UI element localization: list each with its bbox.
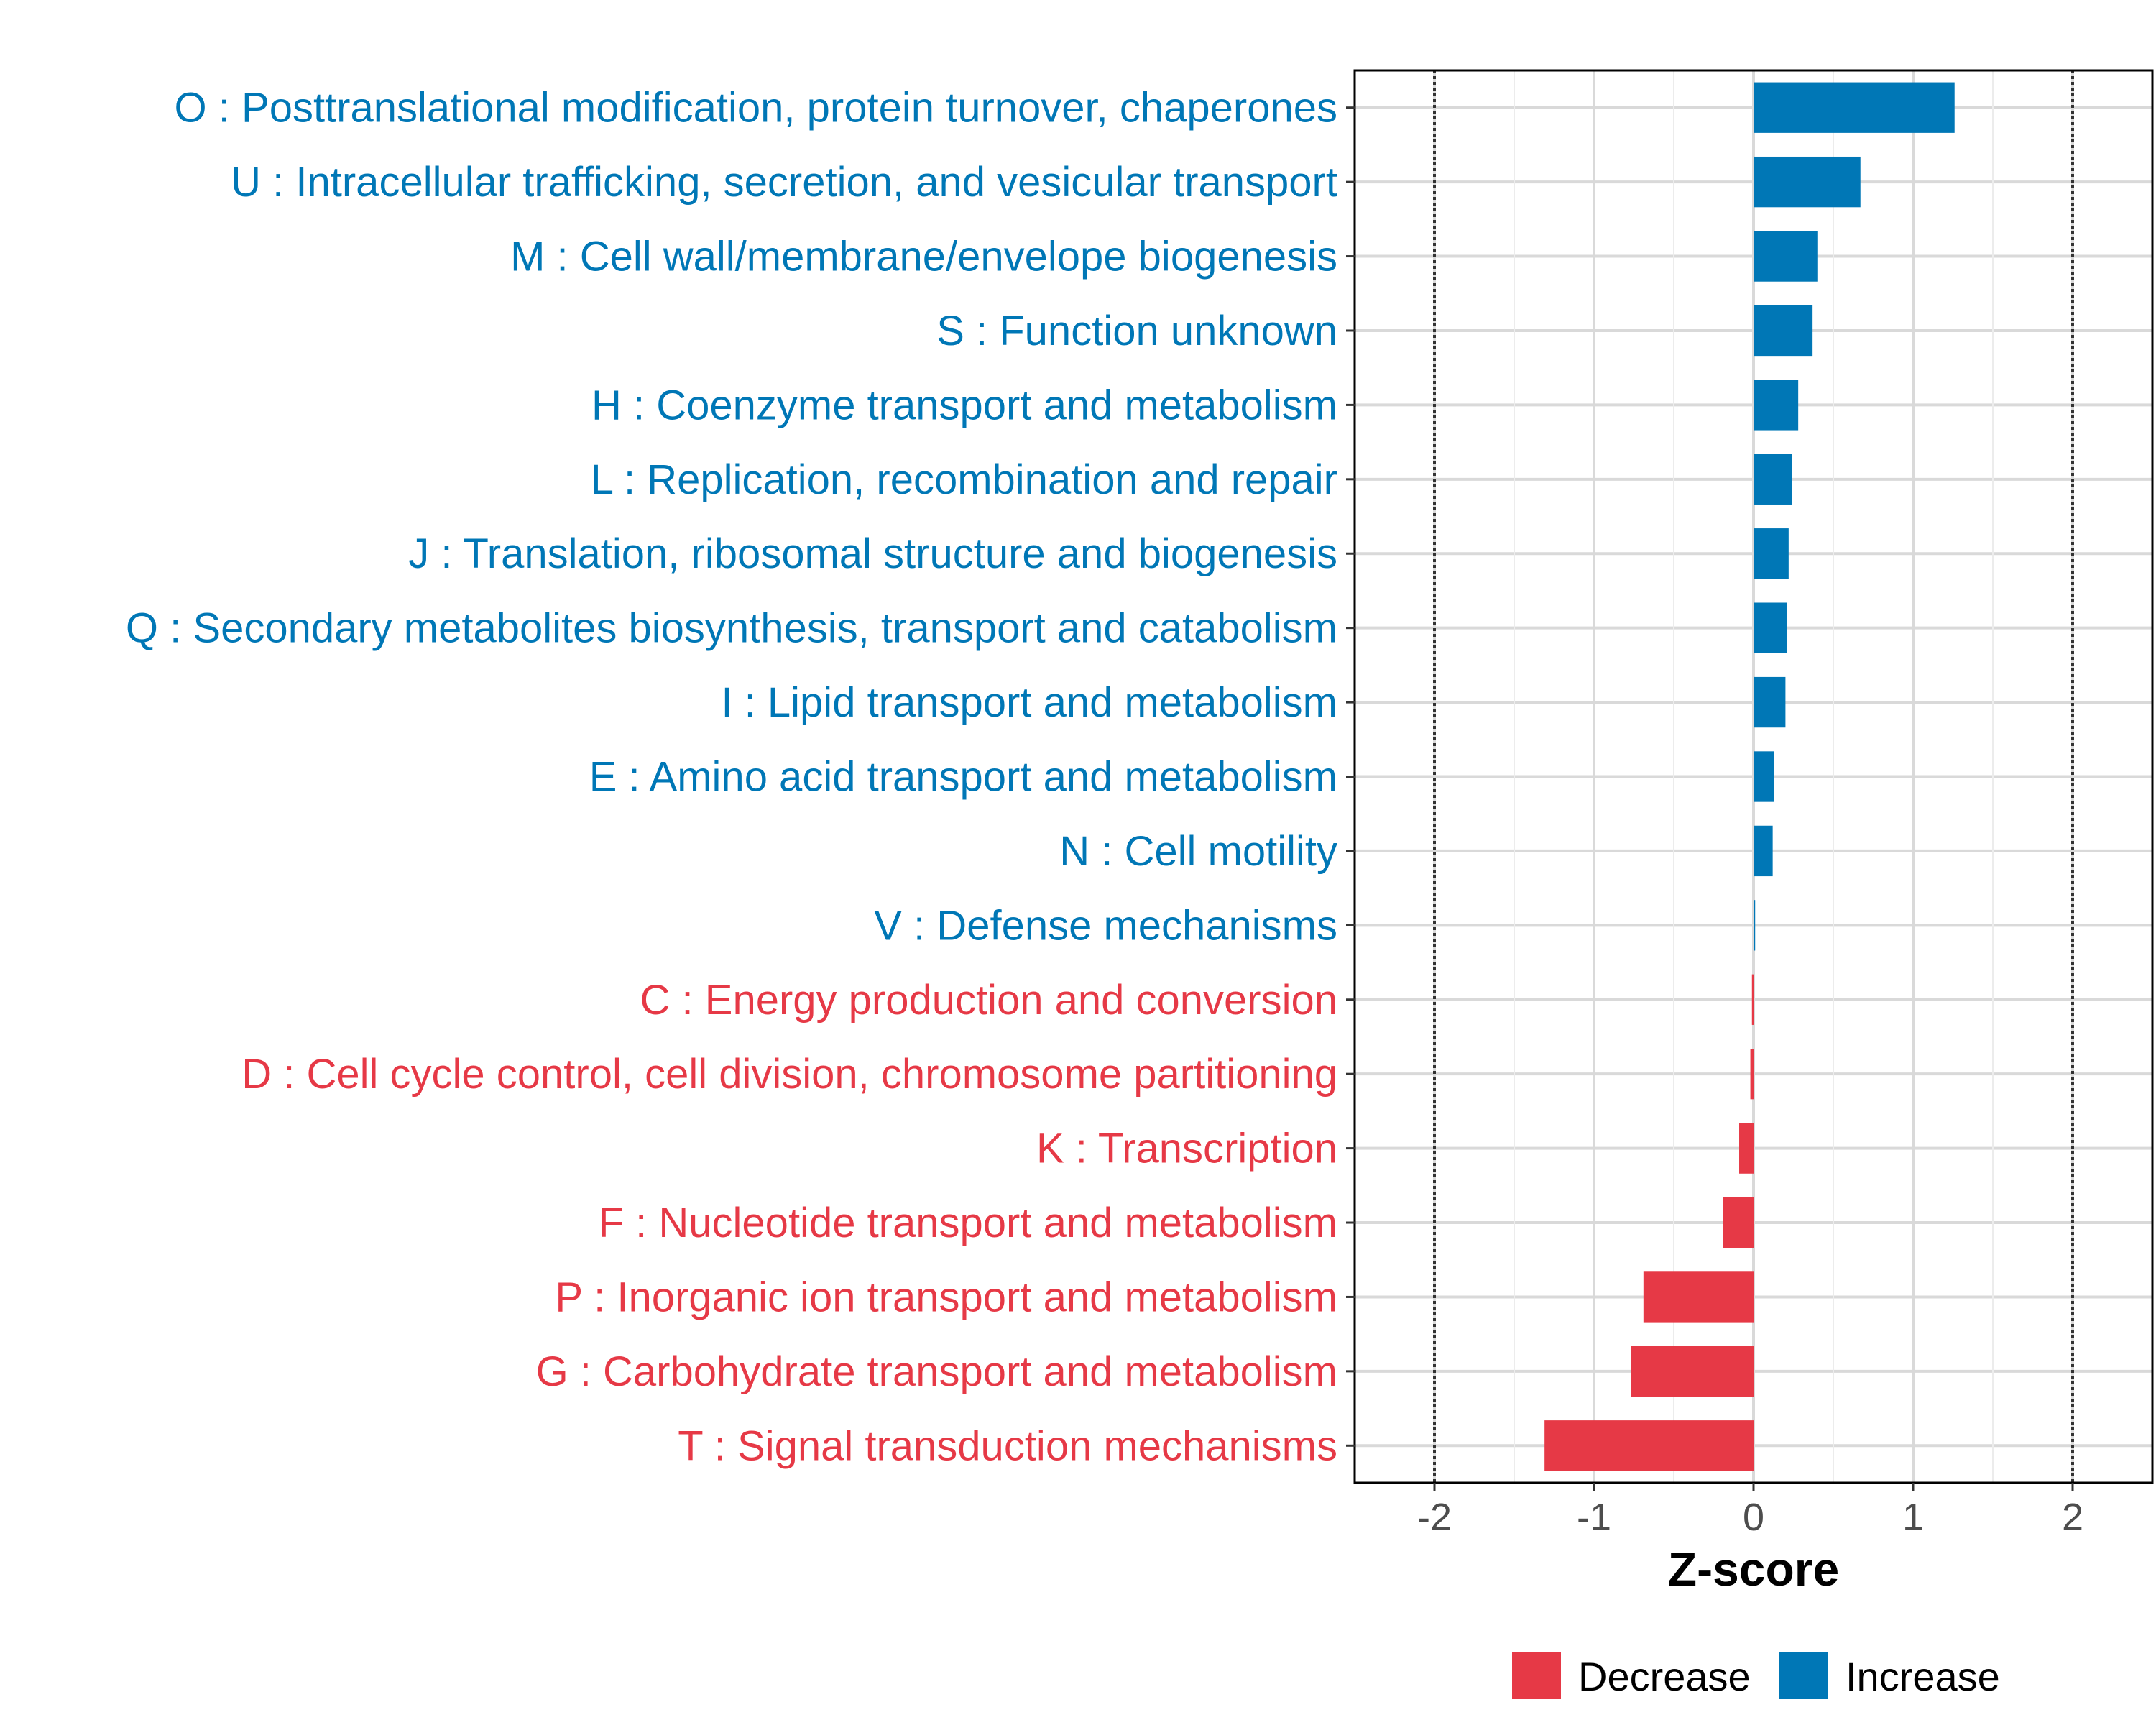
category-label: N : Cell motility [1059,828,1337,875]
category-label: F : Nucleotide transport and metabolism [599,1200,1337,1246]
category-labels: O : Posttranslational modification, prot… [126,85,1337,1470]
legend-swatch-decrease [1512,1652,1561,1699]
category-label: Q : Secondary metabolites biosynthesis, … [126,605,1337,652]
bar [1754,900,1756,951]
bar [1754,156,1861,208]
category-label: I : Lipid transport and metabolism [721,679,1337,726]
legend-label-decrease: Decrease [1578,1654,1751,1699]
bar [1754,825,1773,877]
category-label: V : Defense mechanisms [874,902,1337,949]
category-label: D : Cell cycle control, cell division, c… [241,1051,1337,1098]
category-label: E : Amino acid transport and metabolism [589,754,1337,801]
bar [1643,1271,1754,1322]
category-label: U : Intracellular trafficking, secretion… [231,159,1337,206]
bar [1754,602,1787,653]
category-label: L : Replication, recombination and repai… [591,456,1337,503]
legend-label-increase: Increase [1846,1654,2000,1699]
category-label: T : Signal transduction mechanisms [678,1422,1337,1469]
category-label: H : Coenzyme transport and metabolism [591,382,1337,428]
x-tick-label: 2 [2062,1496,2083,1539]
bar [1754,528,1789,579]
bar [1754,454,1792,505]
bars [1544,82,1955,1471]
legend-swatch-increase [1779,1652,1828,1699]
bar [1754,82,1955,133]
category-label: C : Energy production and conversion [640,977,1337,1024]
x-tick-labels: -2 -1 0 1 2 [1417,1496,2083,1539]
bar [1723,1197,1754,1248]
bar [1751,974,1754,1025]
x-tick-label: -1 [1577,1496,1611,1539]
bar [1631,1346,1754,1397]
x-tick-label: 1 [1902,1496,1924,1539]
bar [1754,751,1774,802]
bar [1754,676,1786,728]
category-label: O : Posttranslational modification, prot… [175,85,1337,132]
y-axis-ticks [1346,106,1355,1447]
category-label: S : Function unknown [936,308,1337,354]
bar [1739,1123,1754,1174]
x-tick-label: -2 [1417,1496,1452,1539]
bar [1544,1420,1754,1471]
category-label: K : Transcription [1036,1126,1337,1172]
legend: Decrease Increase [1512,1652,2000,1699]
category-label: M : Cell wall/membrane/envelope biogenes… [510,234,1337,280]
bar [1750,1049,1754,1100]
bar [1754,231,1818,282]
bar [1754,380,1799,431]
category-label: P : Inorganic ion transport and metaboli… [555,1274,1337,1320]
x-axis-ticks [1433,1483,2074,1491]
category-label: G : Carbohydrate transport and metabolis… [536,1348,1337,1395]
x-axis-title: Z-score [1668,1542,1839,1596]
x-tick-label: 0 [1743,1496,1764,1539]
category-label: J : Translation, ribosomal structure and… [408,530,1337,577]
bar [1754,305,1813,356]
